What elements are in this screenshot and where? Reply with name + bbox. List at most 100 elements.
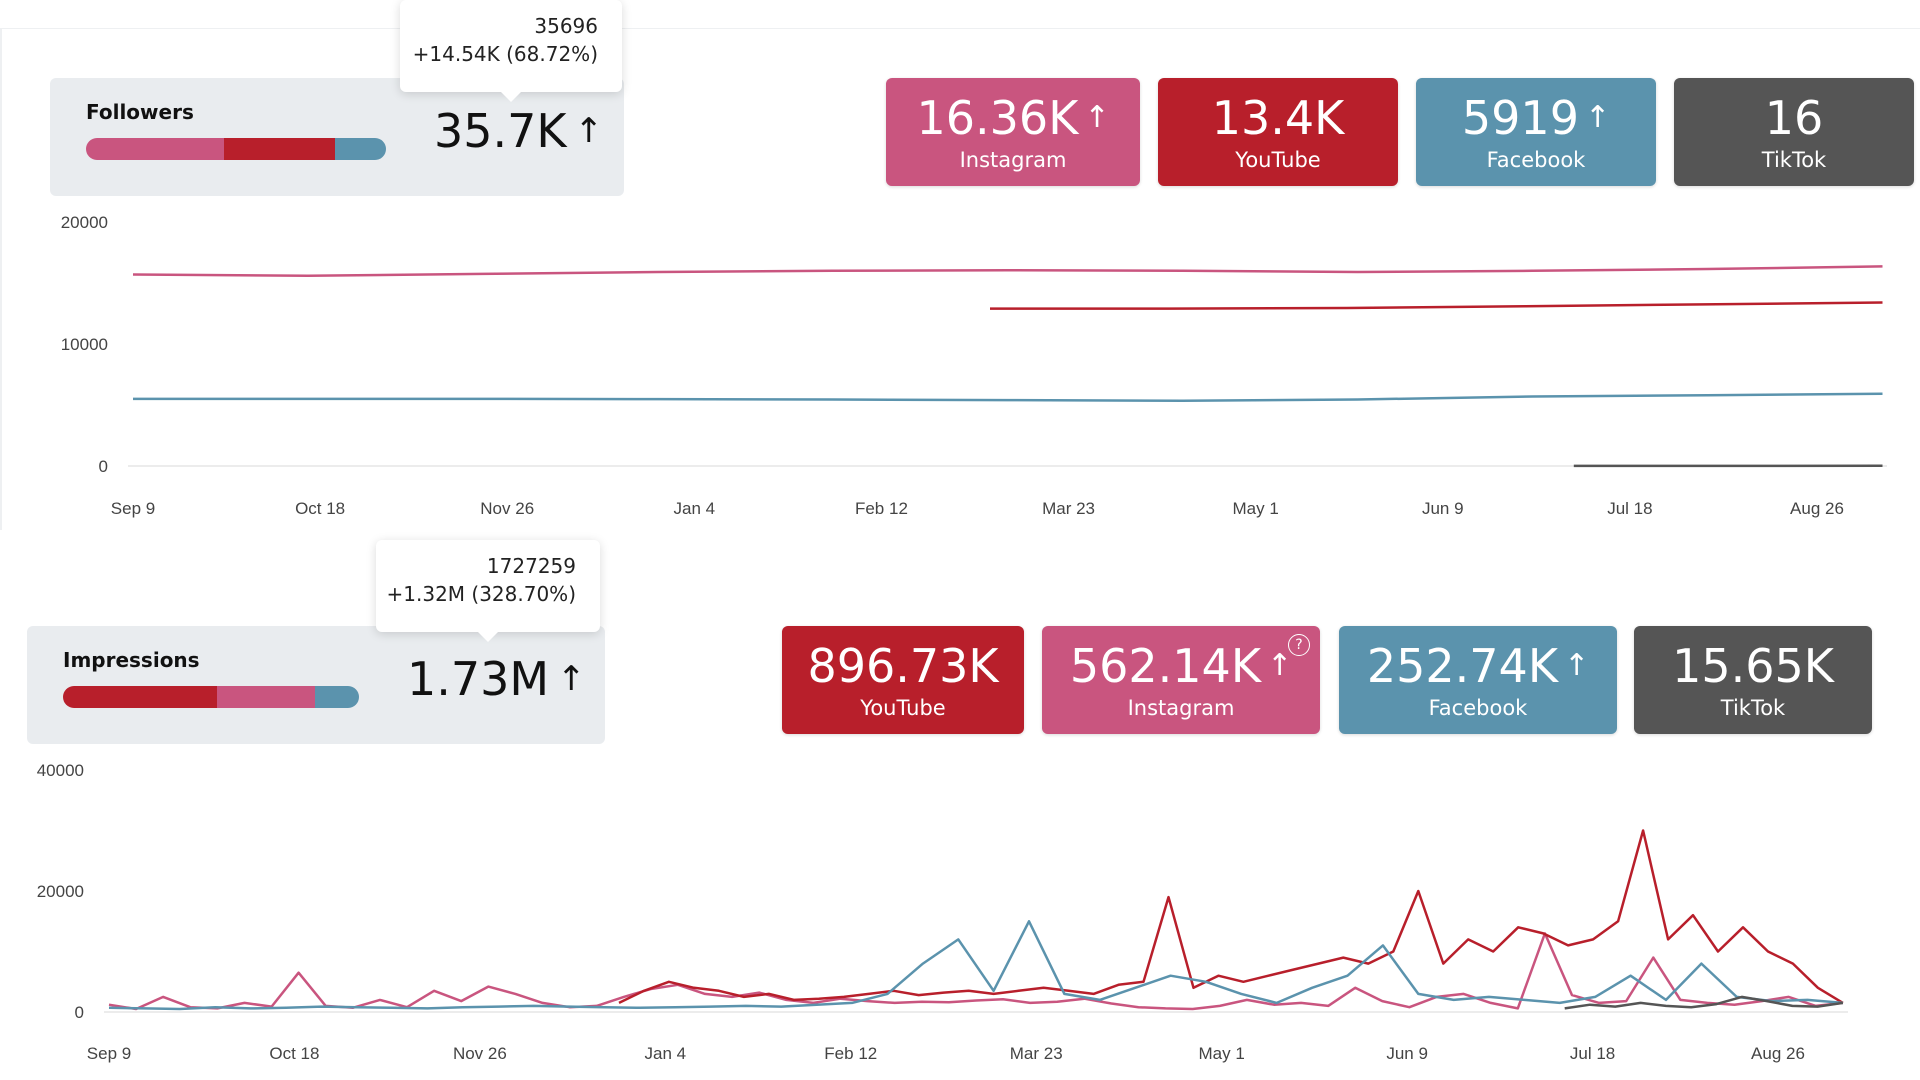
panel-border [0,28,1920,29]
series-line-facebook[interactable] [108,920,1844,1011]
y-tick-label: 10000 [61,335,108,354]
x-tick-label: Feb 12 [824,1044,877,1063]
impressions-section: 0 20000 40000 Sep 9 Oct 18 Nov 26 Jan 4 Feb 12 M… [0,540,1920,1080]
followers-breakdown-bar[interactable] [86,138,386,160]
card-youtube[interactable]: 13.4K YouTube [1158,78,1398,186]
followers-label: Followers [86,100,194,124]
followers-total: 35.7K ↑ [434,104,603,158]
tooltip-value: 35696 [534,14,598,38]
x-tick-label: May 1 [1199,1044,1245,1063]
tooltip-change: +14.54K (68.72%) [412,42,598,66]
card-tiktok[interactable]: 15.65K TikTok [1634,626,1872,734]
impressions-breakdown-bar[interactable] [63,686,359,708]
card-label: Facebook [1428,696,1528,720]
x-tick-label: Jan 4 [645,1044,687,1063]
tooltip-value: 1727259 [486,554,576,578]
series-line-instagram[interactable] [132,265,1883,277]
x-tick-label: Aug 26 [1790,499,1844,518]
x-tick-label: Jul 18 [1570,1044,1615,1063]
x-tick-label: Oct 18 [269,1044,319,1063]
card-label: Instagram [959,148,1067,172]
card-value: 13.4K [1158,90,1398,146]
x-tick-label: Nov 26 [453,1044,507,1063]
up-arrow-icon: ↑ [574,111,604,151]
series-line-facebook[interactable] [133,392,1883,402]
series-line-tiktok[interactable] [1564,995,1844,1010]
card-value-text: 15.65K [1672,639,1834,693]
card-facebook[interactable]: 5919 ↑ Facebook [1416,78,1656,186]
series-line-instagram[interactable] [108,932,1844,1011]
up-arrow-icon: ↑ [557,659,586,699]
x-tick-label: Oct 18 [295,499,345,518]
x-tick-label: Sep 9 [111,499,155,518]
breakdown-segment-facebook[interactable] [335,138,386,160]
card-value: 562.14K ↑ [1042,638,1320,694]
y-tick-label: 0 [99,457,108,476]
card-label: Facebook [1486,148,1586,172]
card-value: 5919 ↑ [1416,90,1656,146]
card-value: 252.74K ↑ [1339,638,1617,694]
breakdown-segment-instagram[interactable] [86,138,224,160]
y-tick-label: 40000 [37,761,84,780]
x-tick-label: Sep 9 [87,1044,131,1063]
card-value: 16 [1674,90,1914,146]
x-tick-label: Jan 4 [674,499,716,518]
y-tick-label: 0 [75,1003,84,1022]
card-instagram[interactable]: 16.36K ↑ Instagram [886,78,1140,186]
impressions-label: Impressions [63,648,200,672]
followers-summary[interactable]: Followers 35.7K ↑ [50,78,624,196]
card-label: YouTube [860,696,946,720]
x-tick-label: Mar 23 [1010,1044,1063,1063]
breakdown-segment-youtube[interactable] [63,686,217,708]
x-tick-label: Jun 9 [1422,499,1464,518]
x-tick-label: Jul 18 [1607,499,1652,518]
x-tick-label: Mar 23 [1042,499,1095,518]
panel-border-left [0,28,2,530]
x-tick-label: Aug 26 [1751,1044,1805,1063]
impressions-tooltip: 1727259 +1.32M (328.70%) [376,540,600,642]
card-label: Instagram [1127,696,1235,720]
card-value-text: 562.14K [1069,639,1261,693]
series-line-youtube[interactable] [990,301,1883,310]
followers-section: 0 10000 20000 Sep 9 Oct 18 Nov 26 Jan 4 Feb 12 M… [0,0,1920,530]
series-line-youtube[interactable] [618,829,1844,1005]
card-value-text: 252.74K [1366,639,1558,693]
y-tick-label: 20000 [37,882,84,901]
card-label: TikTok [1720,696,1786,720]
up-arrow-icon: ↑ [1584,100,1611,135]
card-value: 896.73K [782,638,1024,694]
y-tick-label: 20000 [61,213,108,232]
card-value-text: 5919 [1461,91,1579,145]
up-arrow-icon: ↑ [1084,100,1110,135]
x-tick-label: Jun 9 [1386,1044,1428,1063]
card-youtube[interactable]: 896.73K YouTube [782,626,1024,734]
card-value-text: 16.36K [916,91,1079,145]
impressions-summary[interactable]: Impressions 1.73M ↑ [27,626,605,744]
breakdown-segment-youtube[interactable] [224,138,335,160]
help-icon[interactable]: ? [1288,634,1310,656]
x-tick-label: Nov 26 [480,499,534,518]
impressions-chart[interactable]: 0 20000 40000 Sep 9 Oct 18 Nov 26 Jan 4 Feb 12 M… [0,540,1920,1080]
card-value: 15.65K [1634,638,1872,694]
card-facebook[interactable]: 252.74K ↑ Facebook [1339,626,1617,734]
card-value-text: 13.4K [1211,91,1345,145]
followers-total-value: 35.7K [434,104,567,158]
breakdown-segment-facebook[interactable] [314,686,359,708]
followers-tooltip: 35696 +14.54K (68.72%) [400,0,622,102]
card-value-text: 896.73K [807,639,999,693]
card-label: YouTube [1235,148,1321,172]
up-arrow-icon: ↑ [1563,648,1590,683]
impressions-total: 1.73M ↑ [407,652,586,706]
up-arrow-icon: ↑ [1266,648,1293,683]
card-tiktok[interactable]: 16 TikTok [1674,78,1914,186]
card-value-text: 16 [1764,91,1824,145]
followers-chart[interactable]: 0 10000 20000 Sep 9 Oct 18 Nov 26 Jan 4 Feb 12 M… [0,0,1920,530]
breakdown-segment-instagram[interactable] [216,686,315,708]
card-value: 16.36K ↑ [886,90,1140,146]
tooltip-change: +1.32M (328.70%) [386,582,577,606]
impressions-total-value: 1.73M [407,652,550,706]
card-label: TikTok [1761,148,1827,172]
x-tick-label: Feb 12 [855,499,908,518]
card-instagram[interactable]: 562.14K ↑ Instagram? [1042,626,1320,734]
x-tick-label: May 1 [1233,499,1279,518]
